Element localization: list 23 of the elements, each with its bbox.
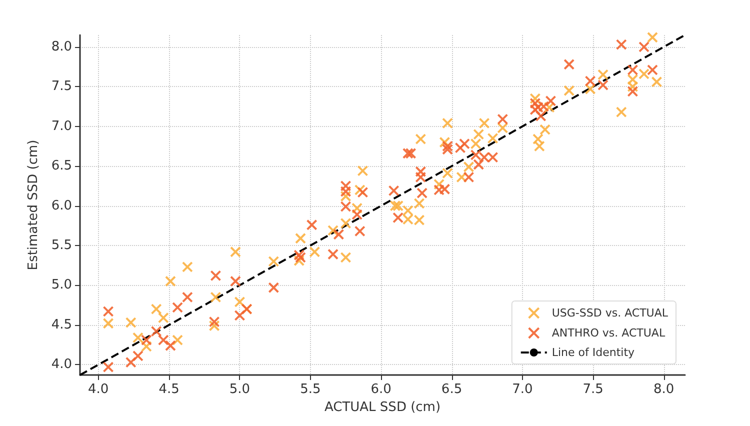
y-tick-label: 5.5 [51,238,72,254]
x-tick-label: 7.5 [582,382,604,397]
y-axis-title: Estimated SSD (cm) [26,140,41,270]
y-tick-label: 7.5 [51,79,72,94]
y-tick-label: 7.0 [51,118,72,134]
legend-label: USG-SSD vs. ACTUAL [552,306,669,320]
x-tick-label: 7.0 [512,382,533,397]
y-tick-label: 6.5 [51,158,72,174]
x-tick-label: 6.5 [441,382,462,397]
x-tick-label: 4.0 [88,382,109,397]
x-tick-label: 6.0 [370,382,392,397]
x-axis-title: ACTUAL SSD (cm) [324,400,441,415]
y-tick-label: 8.0 [51,39,72,54]
y-tick-label: 4.5 [51,317,72,332]
legend-label: ANTHRO vs. ACTUAL [552,326,666,340]
x-tick-label: 4.5 [158,382,180,397]
y-tick-label: 5.0 [51,278,72,293]
legend-label: Line of Identity [552,346,636,359]
y-tick-label: 6.0 [51,198,72,214]
x-tick-label: 8.0 [653,382,674,397]
x-tick-label: 5.0 [229,382,250,397]
x-tick-label: 5.5 [300,382,321,397]
y-tick-label: 4.0 [51,357,72,372]
